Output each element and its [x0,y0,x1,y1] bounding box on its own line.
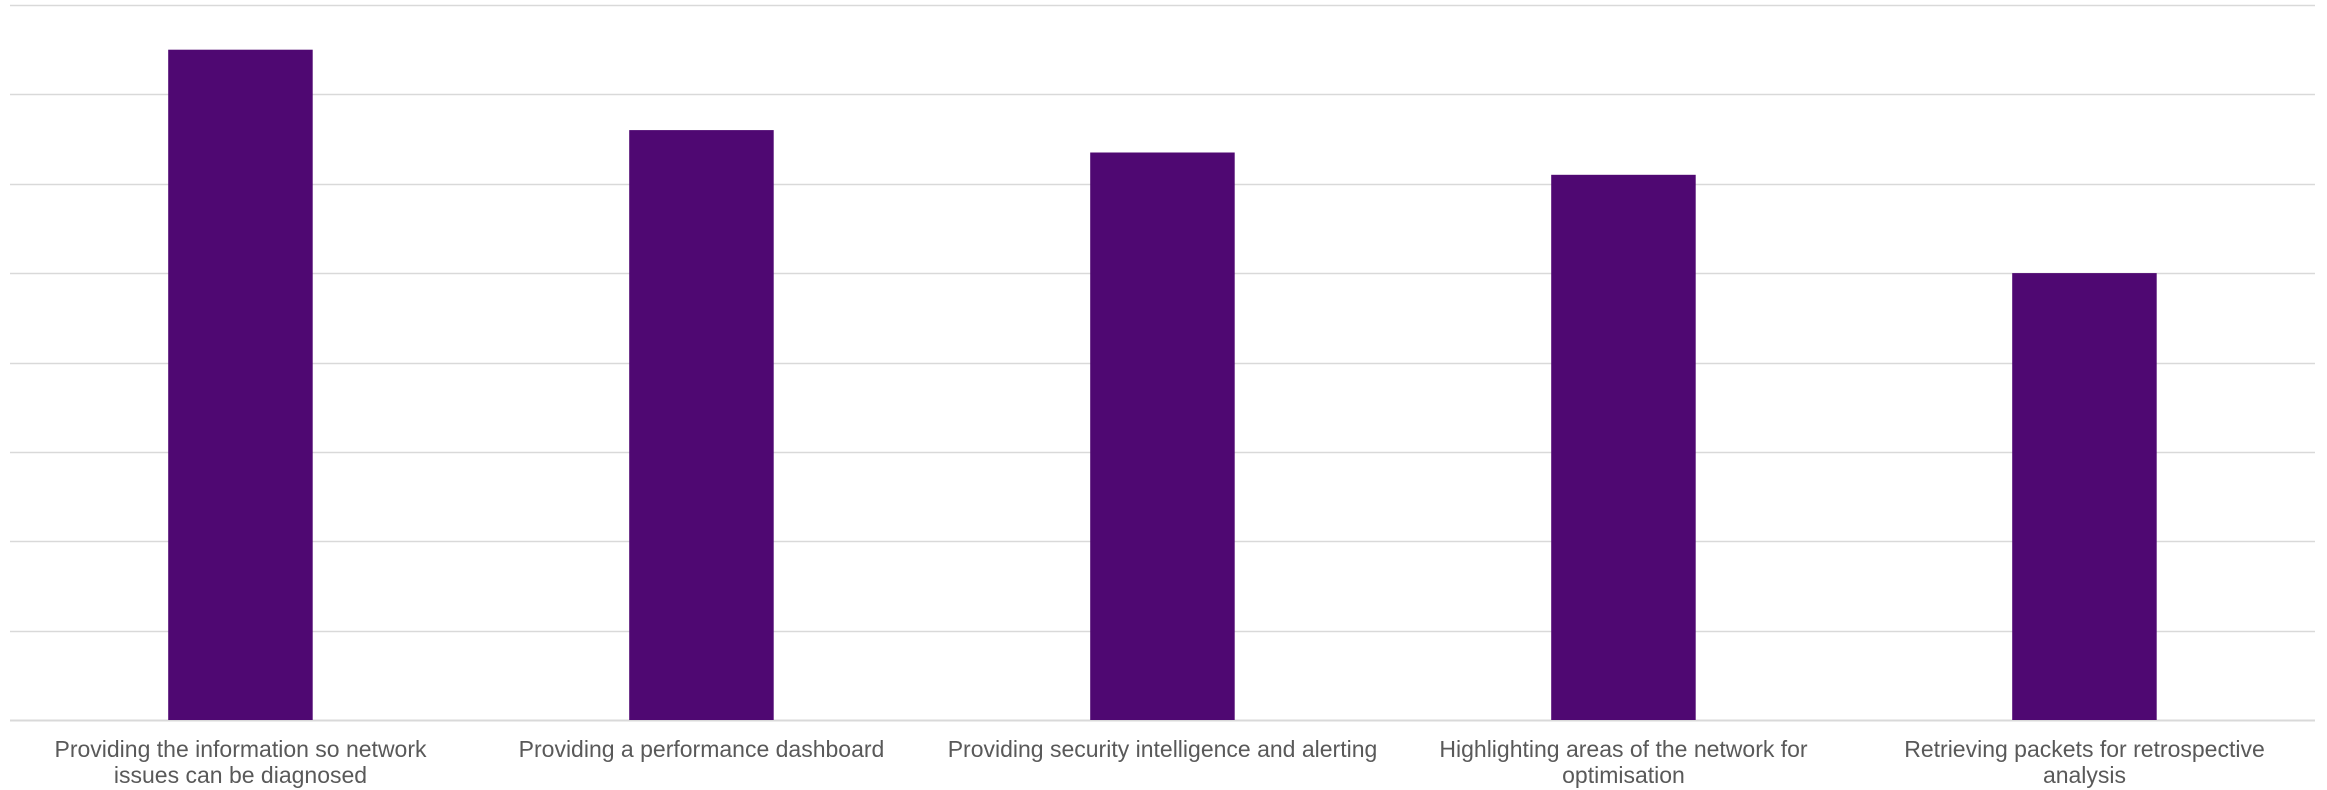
x-tick-label-line: issues can be diagnosed [114,762,367,788]
x-tick-label-line: Providing security intelligence and aler… [948,736,1378,762]
bar [1090,152,1235,720]
x-tick-label: Providing security intelligence and aler… [948,736,1378,762]
bar [2012,273,2157,720]
x-tick-label: Highlighting areas of the network for opt… [1439,736,1808,788]
x-tick-label-line: Providing the information so network [54,736,427,762]
bar-series [168,49,2157,721]
bar [168,49,313,720]
bar [1551,174,1696,721]
x-tick-label-line: Highlighting areas of the network for [1439,736,1808,762]
x-tick-label-line: optimisation [1562,762,1685,788]
category-labels: Providing the information so network issu… [54,736,2264,788]
x-tick-label-line: Providing a performance dashboard [519,736,885,762]
bar [629,130,774,721]
x-tick-label: Providing the information so network issu… [54,736,427,788]
x-tick-label: Providing a performance dashboard [519,736,885,762]
x-tick-label-line: analysis [2043,762,2126,788]
x-tick-label-line: Retrieving packets for retrospective [1904,736,2265,762]
x-tick-label: Retrieving packets for retrospective anal… [1904,736,2265,788]
